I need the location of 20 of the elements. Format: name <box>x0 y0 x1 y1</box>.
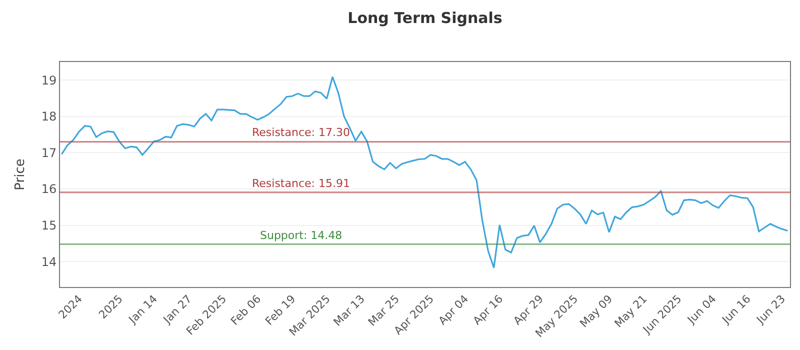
x-tick-label: Jan 14 <box>126 292 160 327</box>
x-tick-label: Jun 23 <box>754 292 788 327</box>
y-tick-label: 15 <box>41 218 57 233</box>
x-tick-label: Mar 13 <box>331 292 368 329</box>
chart-title: Long Term Signals <box>348 8 502 27</box>
x-tick-label: Jun 04 <box>684 292 719 327</box>
y-axis-title: Price <box>13 158 28 190</box>
x-tick-label: Apr 04 <box>436 292 472 328</box>
x-tick-label: Apr 16 <box>470 292 506 328</box>
x-tick-label: Jun 16 <box>718 292 754 327</box>
x-tick-label: Feb 06 <box>228 292 264 328</box>
y-tick-label: 16 <box>41 182 57 196</box>
ref-line-label: Support: 14.48 <box>260 229 342 242</box>
y-tick-label: 19 <box>41 73 57 88</box>
ref-line-label: Resistance: 17.30 <box>252 126 350 139</box>
y-tick-label: 18 <box>41 110 57 124</box>
ref-line-label: Resistance: 15.91 <box>252 177 350 190</box>
y-tick-label: 17 <box>41 146 57 160</box>
y-tick-label: 14 <box>41 254 57 269</box>
line-series <box>60 76 788 269</box>
